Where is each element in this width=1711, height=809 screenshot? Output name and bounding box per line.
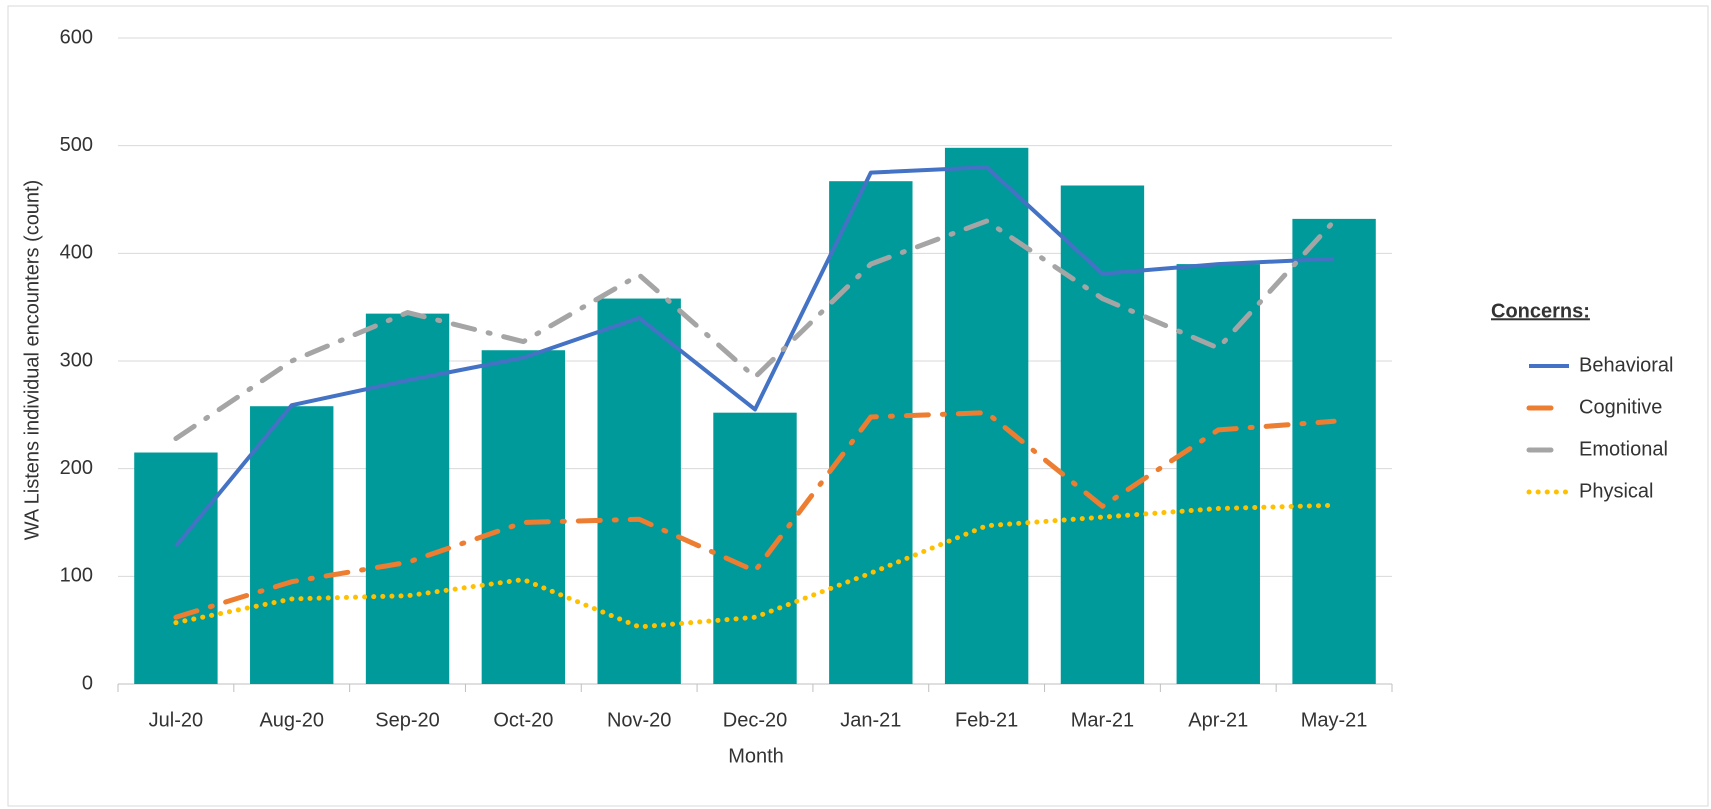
legend-label: Behavioral <box>1579 354 1674 376</box>
x-axis-label: Month <box>728 745 784 767</box>
bar <box>1292 218 1376 684</box>
line-series <box>173 502 1337 630</box>
bar <box>1176 264 1260 684</box>
bar <box>713 412 797 684</box>
legend-title: Concerns: <box>1491 300 1590 322</box>
x-tick-label: Dec-20 <box>723 709 787 731</box>
y-tick-label: 100 <box>60 565 93 587</box>
x-tick-label: Feb-21 <box>955 709 1018 731</box>
y-tick-label: 600 <box>60 26 93 48</box>
x-tick-label: Apr-21 <box>1188 709 1248 731</box>
bar <box>481 350 566 684</box>
y-axis-label: WA Listens individual encounters (count) <box>21 180 43 541</box>
x-tick-label: Mar-21 <box>1071 709 1134 731</box>
bar <box>365 313 450 684</box>
x-tick-label: Nov-20 <box>607 709 671 731</box>
legend-label: Physical <box>1579 480 1653 502</box>
x-tick-label: Sep-20 <box>375 709 440 731</box>
bar <box>829 181 913 685</box>
y-tick-label: 300 <box>60 349 93 371</box>
bar <box>250 406 334 684</box>
y-tick-label: 500 <box>60 134 93 156</box>
line-series <box>174 165 1335 548</box>
x-tick-label: Aug-20 <box>259 709 324 731</box>
y-tick-label: 400 <box>60 242 93 264</box>
line-series <box>173 410 1337 620</box>
x-tick-label: May-21 <box>1301 709 1368 731</box>
legend-label: Emotional <box>1579 438 1668 460</box>
x-tick-label: Jul-20 <box>149 709 203 731</box>
y-tick-label: 200 <box>60 457 93 479</box>
legend-label: Cognitive <box>1579 396 1662 418</box>
x-tick-label: Jan-21 <box>840 709 901 731</box>
line-series <box>173 218 1337 442</box>
bar <box>597 298 681 684</box>
bar <box>1060 185 1145 684</box>
x-tick-label: Oct-20 <box>493 709 553 731</box>
bar <box>134 452 218 684</box>
y-tick-label: 0 <box>82 672 93 694</box>
